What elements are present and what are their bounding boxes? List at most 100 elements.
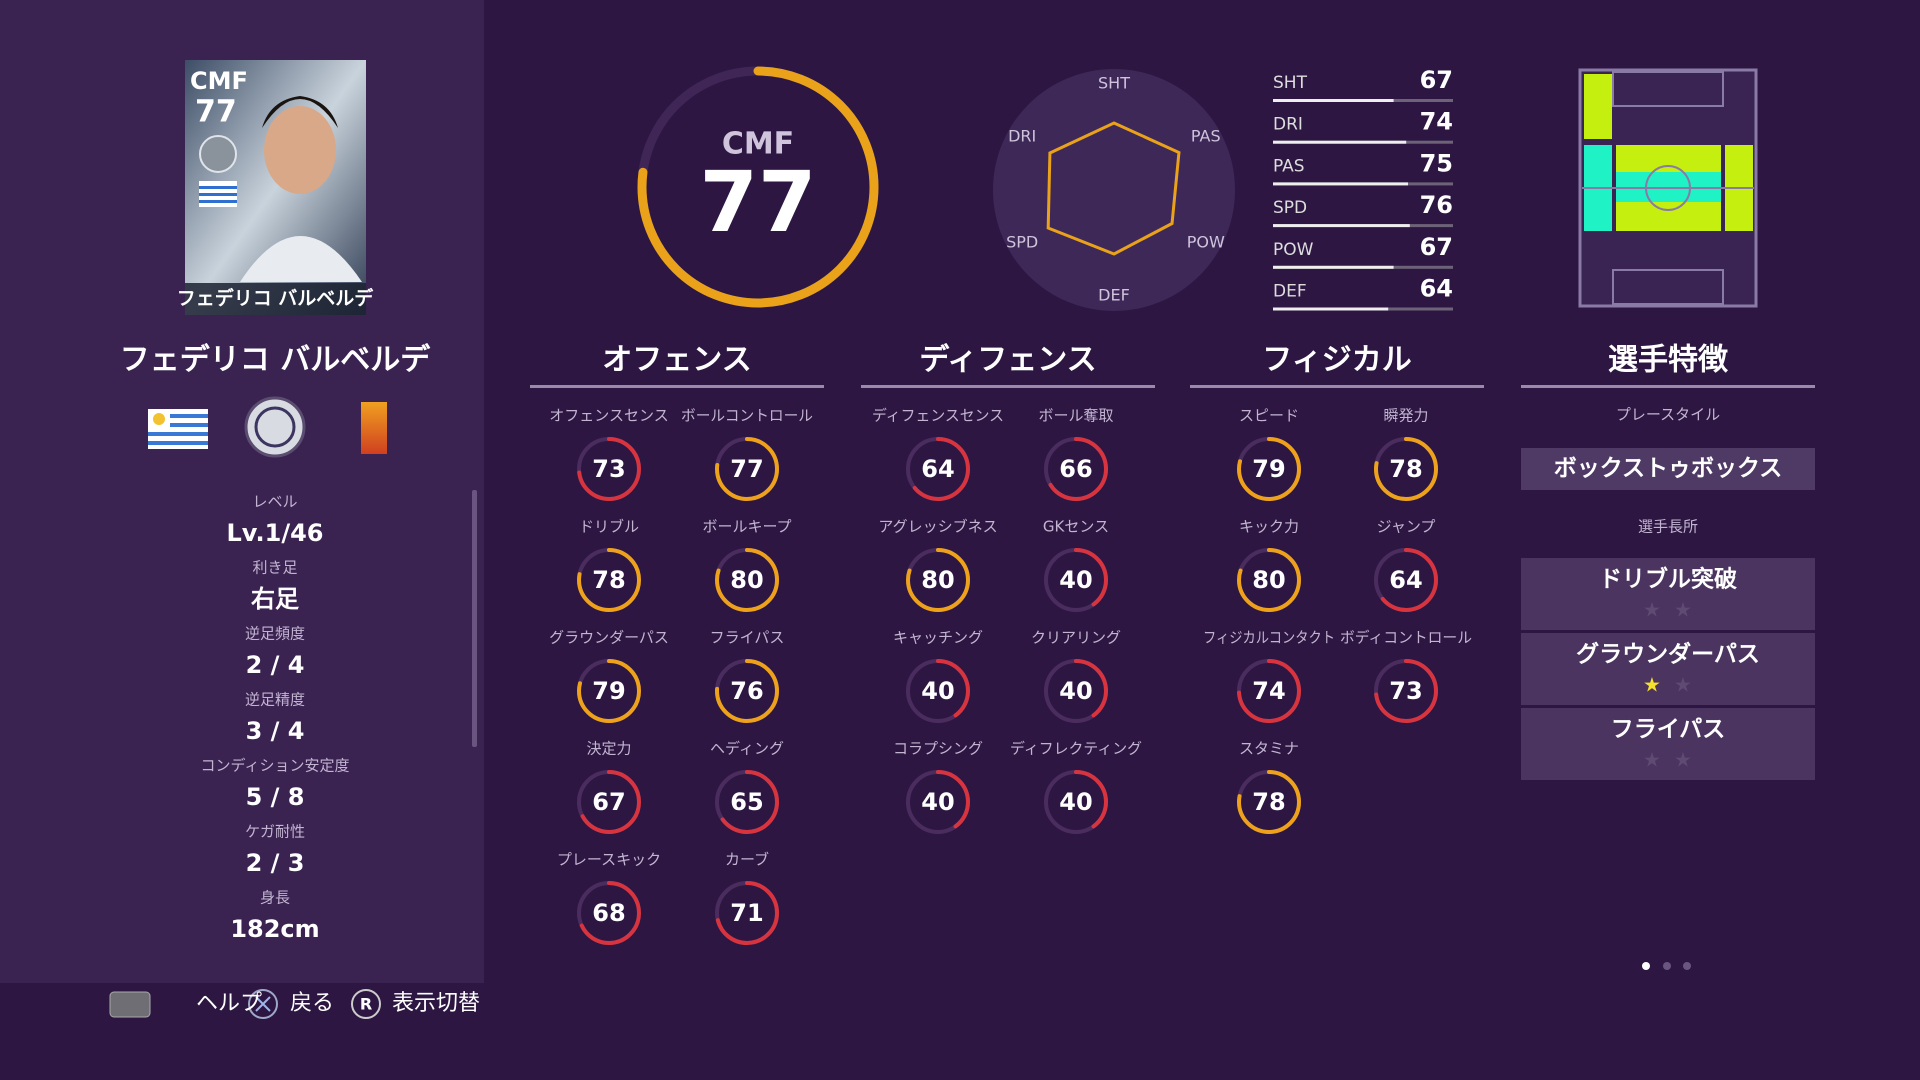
stat-label: キャッチング	[893, 629, 983, 647]
ring-arc	[1237, 548, 1301, 612]
ring-arc	[906, 548, 970, 612]
control-key[interactable]: R	[360, 995, 372, 1014]
summary-value: 67	[1420, 233, 1453, 261]
hair	[262, 96, 338, 128]
stat-label: 決定力	[586, 740, 631, 758]
summary-label: DEF	[1273, 282, 1307, 302]
position-map	[1578, 68, 1758, 308]
ring-arc	[1044, 437, 1108, 501]
ring-arc	[906, 770, 970, 834]
summary-value: 74	[1420, 108, 1453, 136]
radar-label: DRI	[1008, 127, 1036, 146]
r-icon[interactable]	[351, 989, 381, 1019]
stat-value: 80	[730, 566, 763, 594]
affiliations	[148, 396, 387, 458]
section-title: ディフェンス	[919, 343, 1096, 378]
profile-label: 身長	[260, 889, 290, 907]
skill-star: ★	[1643, 748, 1661, 772]
playstyle: ボックストゥボックス	[1554, 456, 1783, 482]
flag-stripe	[148, 441, 208, 445]
radar-label: POW	[1187, 233, 1225, 252]
stat-value: 40	[921, 788, 954, 816]
summary-bar	[1273, 182, 1408, 186]
card-name: フェデリコ バルベルデ	[177, 287, 375, 310]
summary-bar	[1273, 140, 1407, 144]
profile-label: 逆足精度	[245, 691, 305, 709]
ring-arc	[577, 659, 641, 723]
section-underline	[1190, 385, 1484, 388]
face	[264, 106, 336, 194]
skill-star: ★	[1674, 748, 1692, 772]
stat-label: 瞬発力	[1383, 407, 1428, 425]
ring-arc	[1237, 659, 1301, 723]
player-card: CMF 77 フェデリコ バルベルデ	[177, 60, 375, 315]
stat-value: 65	[730, 788, 763, 816]
stat-label: プレースキック	[557, 851, 661, 869]
stat-value: 73	[1389, 677, 1422, 705]
radar-label: SPD	[1006, 233, 1038, 252]
profile-value: 2 / 4	[246, 651, 305, 679]
control-label[interactable]: 戻る	[290, 991, 334, 1016]
profile-label: コンディション安定度	[201, 757, 350, 775]
back-icon[interactable]	[248, 989, 278, 1019]
control-label[interactable]: 表示切替	[392, 991, 480, 1016]
stat-value: 68	[592, 899, 625, 927]
ring-arc	[1044, 770, 1108, 834]
profile-value: 2 / 3	[246, 849, 305, 877]
radar-shape	[1046, 121, 1181, 256]
skill-box	[1521, 708, 1815, 780]
stat-label: フライパス	[710, 629, 785, 647]
stat-label: グラウンダーパス	[549, 629, 669, 647]
skill-star: ★	[1643, 673, 1661, 697]
summary-label: SPD	[1273, 198, 1307, 218]
card-name-band	[185, 283, 366, 315]
ring-arc	[577, 881, 641, 945]
ring-arc	[715, 659, 779, 723]
stat-label: GKセンス	[1043, 518, 1109, 536]
stat-value: 79	[592, 677, 625, 705]
ring-arc	[715, 770, 779, 834]
skill-star: ★	[1643, 598, 1661, 622]
stat-value: 64	[921, 455, 954, 483]
ring-arc	[715, 548, 779, 612]
ring-arc	[1374, 659, 1438, 723]
stat-value: 64	[1389, 566, 1422, 594]
stat-label: スピード	[1239, 407, 1299, 425]
ring-arc	[1374, 548, 1438, 612]
stat-label: ディフレクティング	[1010, 740, 1142, 758]
stat-label: カーブ	[725, 851, 769, 869]
skill-star: ★	[1674, 598, 1692, 622]
ring-arc	[906, 437, 970, 501]
skills-label: 選手長所	[1638, 518, 1698, 536]
profile-label: 逆足頻度	[245, 625, 305, 643]
center-circle	[1645, 165, 1691, 211]
ring-arc	[577, 548, 641, 612]
section-underline	[1521, 385, 1815, 388]
profile-value: 3 / 4	[246, 717, 305, 745]
section-underline	[530, 385, 824, 388]
control-label[interactable]: ヘルプ	[196, 991, 262, 1016]
card-badge	[199, 135, 237, 173]
stat-value: 78	[1389, 455, 1422, 483]
stat-label: クリアリング	[1031, 629, 1121, 647]
profile-value: 右足	[251, 585, 299, 613]
profile-value: 5 / 8	[246, 783, 305, 811]
stat-label: ディフェンスセンス	[872, 407, 1004, 425]
stat-value: 73	[592, 455, 625, 483]
zone	[1584, 74, 1612, 139]
playstyle-box	[1521, 448, 1815, 490]
summary-bar	[1273, 307, 1389, 311]
summary-label: PAS	[1273, 156, 1305, 176]
help-icon[interactable]	[109, 991, 151, 1018]
ring-arc	[715, 881, 779, 945]
profile-value: 182cm	[230, 915, 319, 943]
summary-value: 64	[1420, 275, 1453, 303]
flag-sun	[153, 413, 165, 425]
scrollbar	[472, 490, 477, 747]
profile-label: 利き足	[252, 559, 297, 577]
summary-label: DRI	[1273, 115, 1303, 135]
flag-stripe	[148, 432, 208, 436]
ring-arc	[1237, 437, 1301, 501]
card-position: CMF	[190, 67, 248, 95]
page-dot	[1683, 962, 1691, 970]
